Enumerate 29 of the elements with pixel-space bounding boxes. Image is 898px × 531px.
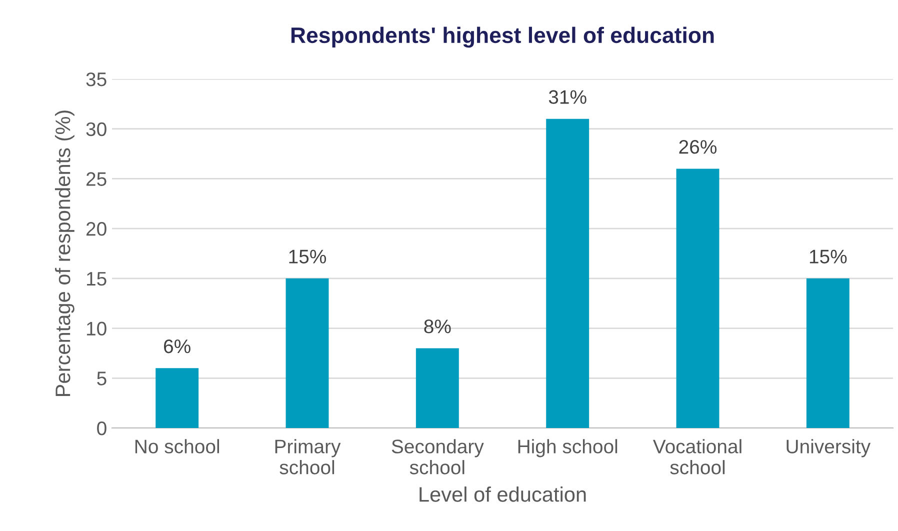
y-tick-label: 5 — [97, 372, 106, 386]
bar — [156, 368, 199, 428]
y-axis-title: Percentage of respondents (%) — [54, 110, 74, 396]
bar — [416, 348, 459, 428]
y-tick-label: 25 — [86, 172, 106, 186]
bar — [546, 118, 590, 428]
data-label: 31% — [548, 90, 586, 104]
x-tick-label: Primary school — [275, 439, 341, 474]
chart-title: Respondents' highest level of education — [291, 26, 714, 48]
data-label: 15% — [289, 250, 326, 264]
y-tick-label: 15 — [86, 272, 106, 286]
x-tick-label: Vocational school — [652, 439, 742, 474]
x-tick-label: Secondary school — [392, 439, 484, 474]
x-tick-label: No school — [135, 439, 220, 454]
bar — [806, 278, 850, 428]
y-tick-label: 0 — [97, 421, 106, 436]
bar — [676, 168, 720, 428]
y-tick-label: 35 — [86, 72, 106, 86]
y-tick-label: 10 — [86, 322, 106, 336]
y-tick-label: 30 — [86, 122, 106, 136]
bar — [286, 278, 329, 428]
x-tick-label: High school — [518, 439, 618, 458]
data-label: 8% — [424, 320, 451, 334]
data-label: 15% — [810, 250, 847, 264]
data-label: 26% — [679, 140, 717, 154]
y-tick-label: 20 — [86, 222, 106, 236]
x-axis-title: Level of education — [420, 486, 586, 502]
data-label: 6% — [164, 339, 190, 354]
x-tick-label: University — [786, 439, 871, 458]
